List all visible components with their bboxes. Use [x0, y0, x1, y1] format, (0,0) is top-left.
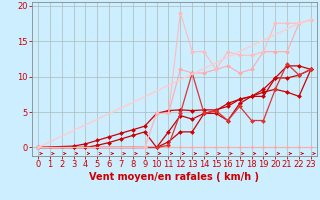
X-axis label: Vent moyen/en rafales ( km/h ): Vent moyen/en rafales ( km/h ): [89, 172, 260, 182]
